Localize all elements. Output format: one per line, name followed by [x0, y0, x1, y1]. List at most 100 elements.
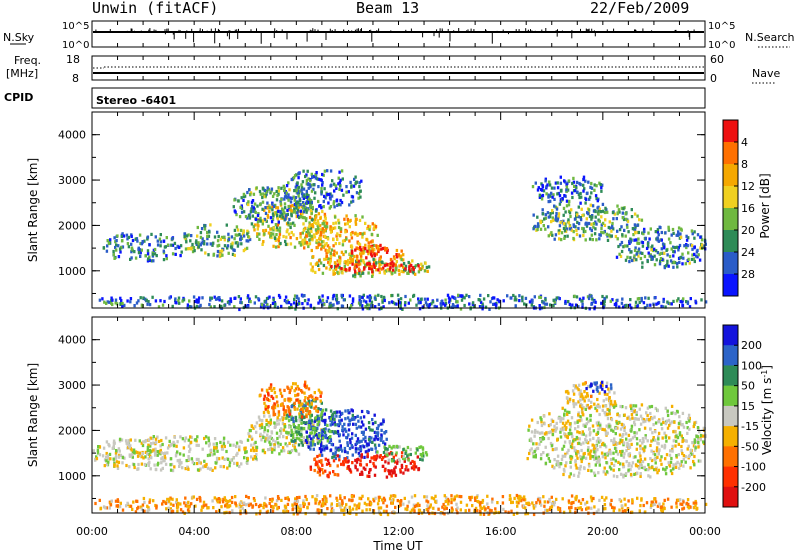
heatmap-cell: [118, 437, 122, 441]
heatmap-cell: [297, 427, 300, 431]
heatmap-cell: [633, 423, 637, 427]
heatmap-cell: [606, 392, 609, 397]
heatmap-cell: [562, 417, 565, 421]
heatmap-cell: [171, 243, 175, 247]
heatmap-cell: [293, 401, 296, 405]
heatmap-cell: [638, 407, 641, 411]
heatmap-cell: [365, 463, 368, 467]
heatmap-cell: [609, 399, 613, 403]
heatmap-cell: [588, 451, 592, 455]
heatmap-cell: [585, 422, 588, 426]
heatmap-cell: [565, 396, 569, 400]
heatmap-cell: [346, 443, 349, 447]
heatmap-cell: [349, 441, 352, 445]
heatmap-cell: [696, 255, 699, 259]
heatmap-cell: [293, 416, 296, 420]
heatmap-cell: [674, 444, 677, 448]
heatmap-cell: [608, 220, 611, 224]
heatmap-cell: [660, 230, 663, 235]
heatmap-cell: [381, 422, 384, 426]
heatmap-cell: [642, 232, 645, 236]
heatmap-cell: [368, 474, 371, 478]
heatmap-cell: [213, 448, 216, 452]
heatmap-cell: [579, 191, 582, 196]
heatmap-cell: [204, 251, 207, 255]
heatmap-cell: [326, 423, 329, 427]
heatmap-cell: [273, 305, 277, 309]
heatmap-cell: [316, 397, 319, 401]
heatmap-cell: [122, 234, 126, 238]
heatmap-cell: [269, 234, 272, 238]
heatmap-cell: [669, 449, 672, 453]
sky-right-label: N.Search: [745, 31, 795, 44]
heatmap-cell: [385, 450, 389, 454]
heatmap-cell: [377, 424, 380, 428]
heatmap-cell: [275, 228, 278, 232]
heatmap-cell: [318, 447, 322, 451]
heatmap-cell: [361, 215, 364, 219]
heatmap-cell: [406, 445, 410, 450]
heatmap-cell: [221, 447, 225, 451]
heatmap-cell: [347, 465, 350, 469]
heatmap-cell: [309, 304, 313, 308]
heatmap-cell: [337, 218, 340, 222]
heatmap-cell: [391, 471, 395, 475]
heatmap-cell: [334, 215, 337, 219]
heatmap-cell: [352, 184, 356, 188]
heatmap-cell: [121, 456, 125, 460]
heatmap-cell: [229, 443, 232, 447]
heatmap-cell: [319, 236, 322, 240]
heatmap-cell: [232, 443, 235, 447]
heatmap-cell: [652, 452, 655, 456]
heatmap-cell: [321, 408, 325, 412]
heatmap-cell: [199, 235, 203, 239]
heatmap-cell: [553, 447, 557, 451]
heatmap-cell: [421, 305, 424, 309]
heatmap-cell: [625, 217, 628, 221]
heatmap-cell: [388, 469, 392, 474]
heatmap-cell: [308, 410, 311, 414]
heatmap-cell: [95, 457, 99, 461]
heatmap-cell: [675, 454, 678, 458]
heatmap-cell: [540, 197, 544, 201]
y-tick-label: 3000: [58, 174, 86, 187]
heatmap-cell: [625, 223, 629, 227]
heatmap-cell: [548, 215, 552, 219]
heatmap-cell: [331, 417, 334, 421]
heatmap-cell: [481, 307, 484, 311]
heatmap-cell: [329, 437, 332, 442]
heatmap-cell: [632, 404, 635, 408]
heatmap-cell: [639, 463, 642, 467]
heatmap-cell: [651, 431, 654, 435]
heatmap-cell: [261, 303, 264, 307]
heatmap-cell: [352, 274, 355, 278]
heatmap-cell: [364, 450, 368, 454]
heatmap-cell: [629, 472, 633, 477]
heatmap-cell: [318, 390, 322, 394]
heatmap-cell: [105, 249, 109, 253]
heatmap-cell: [197, 241, 200, 245]
heatmap-cell: [351, 230, 354, 235]
heatmap-cell: [637, 237, 640, 241]
heatmap-cell: [620, 225, 623, 229]
heatmap-cell: [376, 431, 380, 435]
heatmap-cell: [404, 468, 407, 472]
heatmap-cell: [312, 255, 315, 259]
heatmap-cell: [339, 422, 342, 426]
heatmap-cell: [609, 450, 612, 454]
heatmap-cell: [341, 411, 344, 415]
heatmap-cell: [313, 431, 317, 435]
heatmap-cell: [625, 444, 629, 448]
heatmap-cell: [173, 241, 177, 245]
heatmap-cell: [554, 205, 557, 209]
heatmap-cell: [174, 454, 178, 458]
heatmap-cell: [374, 258, 377, 262]
heatmap-cell: [655, 302, 658, 306]
heatmap-cell: [283, 425, 287, 429]
heatmap-cell: [374, 420, 377, 424]
heatmap-cell: [687, 257, 690, 261]
heatmap-cell: [575, 453, 578, 457]
heatmap-cell: [305, 192, 309, 196]
heatmap-cell: [308, 224, 311, 229]
